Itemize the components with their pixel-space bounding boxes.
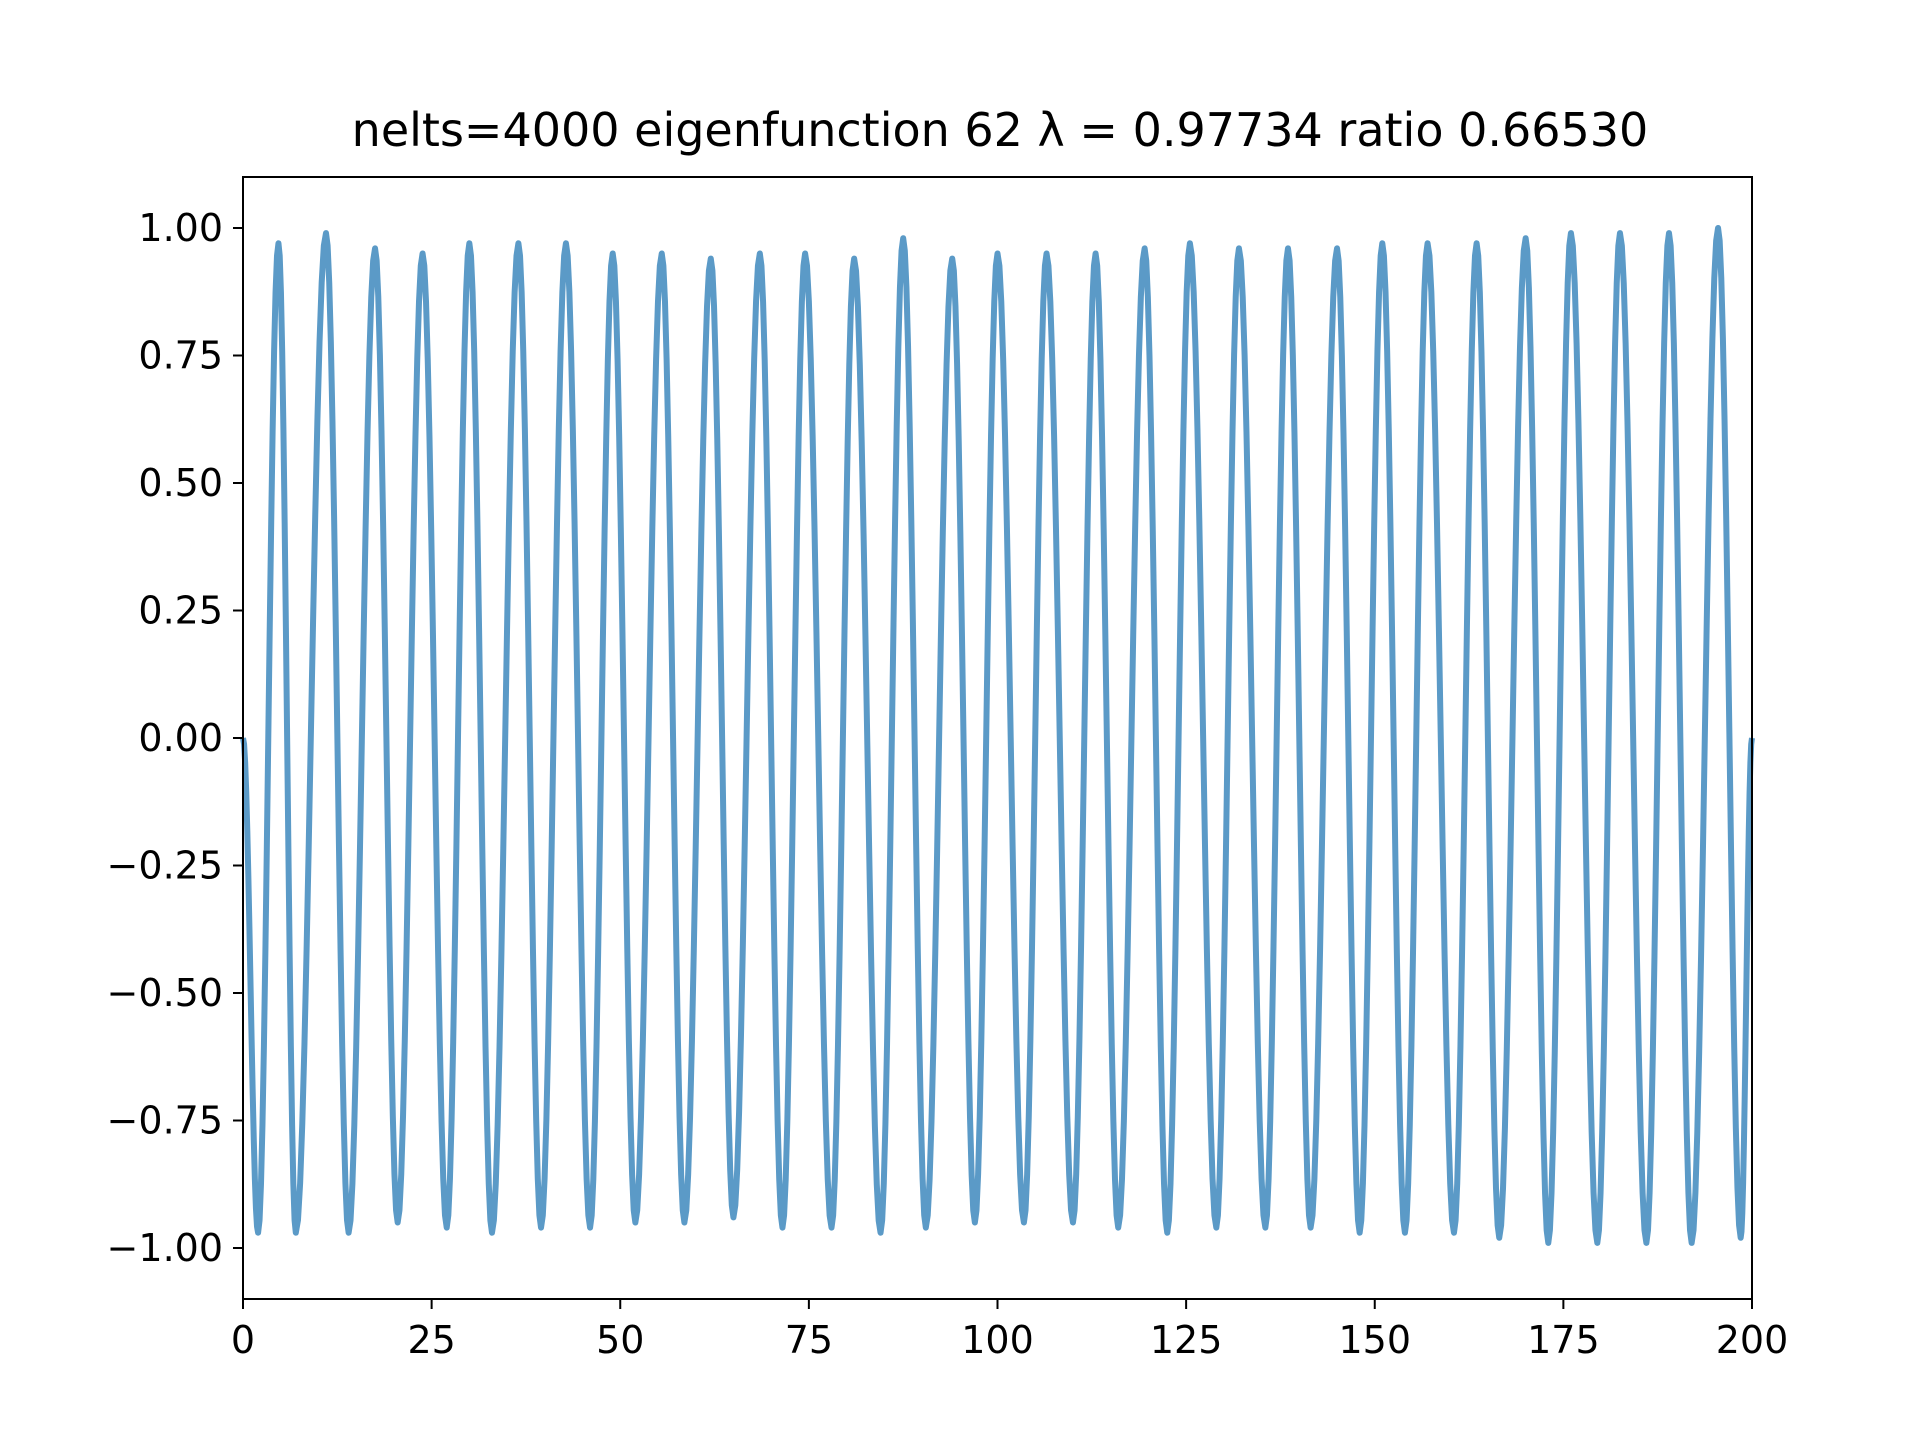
x-tick-label: 50 — [596, 1318, 644, 1362]
axes-frame — [242, 176, 1753, 1300]
x-tick-label: 200 — [1716, 1318, 1789, 1362]
x-axis: 0 25 50 75 100 125 150 175 200 — [231, 1299, 1788, 1362]
y-tick-label: −0.50 — [107, 971, 223, 1015]
y-tick-label: 0.00 — [138, 716, 223, 760]
plot-area — [240, 225, 1755, 1246]
x-tick-label: 75 — [785, 1318, 833, 1362]
y-tick-label: 0.25 — [138, 589, 223, 633]
series-line-0 — [240, 225, 1755, 1246]
x-tick-label: 150 — [1338, 1318, 1411, 1362]
chart-title: nelts=4000 eigenfunction 62 λ = 0.97734 … — [352, 103, 1649, 157]
y-tick-label: −0.25 — [107, 844, 223, 888]
x-tick-label: 175 — [1527, 1318, 1600, 1362]
y-tick-label: −0.75 — [107, 1099, 223, 1143]
y-tick-label: 0.75 — [138, 334, 223, 378]
y-axis: −1.00 −0.75 −0.50 −0.25 0.00 0.25 0.50 0.75 1.00 — [107, 206, 243, 1270]
x-tick-label: 0 — [231, 1318, 255, 1362]
y-tick-label: −1.00 — [107, 1226, 223, 1270]
y-tick-label: 1.00 — [138, 206, 223, 250]
y-tick-label: 0.50 — [138, 461, 223, 505]
x-tick-label: 100 — [961, 1318, 1034, 1362]
x-tick-label: 25 — [407, 1318, 455, 1362]
x-tick-label: 125 — [1150, 1318, 1223, 1362]
